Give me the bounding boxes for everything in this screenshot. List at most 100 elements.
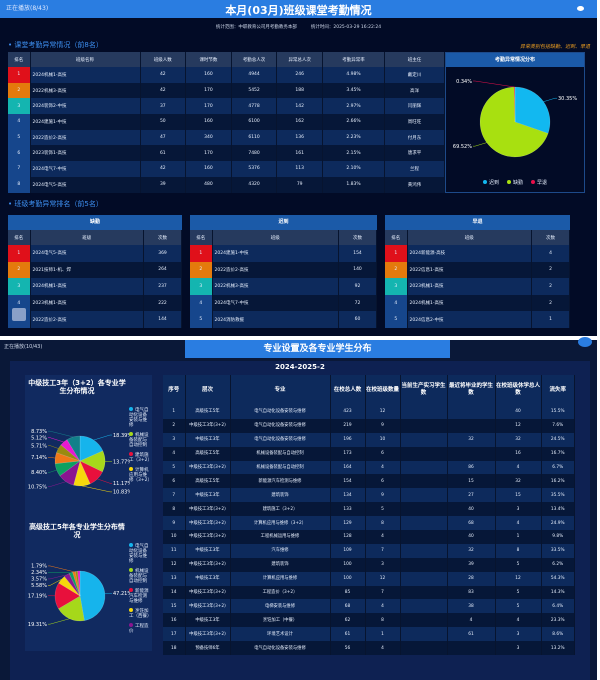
table-cell: 14 [163,585,186,600]
table-row[interactable]: 7 中级技工3年 建筑装饰 134 9 27 15 35.5% [163,488,575,503]
legend-item[interactable]: 缺勤 [506,180,523,186]
legend-label: 新能源汽车检测与维修 [129,589,149,604]
table-row[interactable]: 3 2023机械1-高技 2 [385,278,570,295]
pie-slice[interactable] [75,570,81,597]
column-header: 课时节数 [185,52,232,67]
table-row[interactable]: 2 2022造价2-高技 140 [190,261,377,279]
pie-slice[interactable] [72,571,81,597]
legend-item[interactable]: 建筑施工（3+2） [129,452,152,463]
table-row[interactable]: 1 高级技工5年 电气自动化设备安装与维修 423 12 40 15.5% [163,405,575,419]
table-row[interactable]: 4 2024机械1-高技 2 [385,294,570,312]
table-row[interactable]: 5 2022造价2-高技 47 340 6110 136 2.23% 付月东 [8,129,445,146]
table-cell [447,446,496,461]
table-row[interactable]: 13 中级技工3年 计算机应用与维修 100 12 28 12 54.3% [163,571,575,586]
column-header: 考勤异常率 [322,52,385,67]
pie-slice[interactable] [68,571,81,597]
playing-indicator[interactable]: 正在播放(8/43) [6,5,49,12]
table-row[interactable]: 2 中级技工3年(3+2) 电气自动化设备安装与维修 219 9 12 7.6% [163,418,575,433]
pie-slice[interactable] [77,570,81,597]
table-row[interactable]: 15 中级技工3年(3+2) 电梯安装与维修 68 4 38 5 6.4% [163,599,575,614]
table-row[interactable]: 4 2024建施1-中技 50 160 6100 162 2.66% 周旺旺 [8,114,445,130]
column-header: 班级 [212,230,339,245]
table-cell: 4 [365,530,401,544]
legend-item[interactable]: 电气自动化设备安装与维修 [129,543,151,564]
pie-slice[interactable] [79,570,106,621]
legend-item[interactable]: 早退 [531,180,547,186]
table-row[interactable]: 6 2023装饰1-高技 61 170 7480 161 2.15% 唐求平 [8,145,445,162]
rank-cell: 4 [190,294,213,312]
table-row[interactable]: 3 2024装饰2-中技 37 170 4778 142 2.97% 闫丽辉 [8,98,445,115]
table-row[interactable]: 9 中级技工3年(3+2) 计算机应用与维修（3+2） 129 8 68 4 24.9% [163,516,575,531]
pie-slice[interactable] [79,450,106,473]
pie-slice[interactable] [66,435,81,462]
table-row[interactable]: 7 2024电气7-中技 42 160 5376 113 2.10% 兰程 [8,161,445,177]
table-row[interactable]: 1 2024建施1-中技 154 [190,245,377,262]
table-cell: 高级技工5年 [185,446,231,461]
pie-slice[interactable] [73,460,91,487]
legend-item[interactable]: 计算机应用与维修（3+2） [129,467,152,483]
table-row[interactable]: 10 中级技工3年(3+2) 工程机械运用与维修 128 4 40 1 9.8% [163,530,575,544]
table-row[interactable]: 3 2022机械3-高技 92 [190,278,377,295]
table-row[interactable]: 2 2022信息1-高技 2 [385,261,570,279]
table-row[interactable]: 1 2024新能源-高技 4 [385,245,570,262]
legend-item[interactable]: 迟到 [482,180,499,186]
table-row[interactable]: 4 高级技工5年 机械设备装配与自动控制 173 6 16 16.7% [163,446,575,461]
table-cell: 17 [163,627,186,642]
table-row[interactable]: 16 中级技工3年 烹饪加工（中餐） 62 8 4 4 23.3% [163,613,575,628]
table-row[interactable]: 17 中级技工3年(3+2) 环境艺术设计 61 1 61 3 8.6% [163,627,575,642]
table-row[interactable]: 5 中级技工3年(3+2) 机械设备装配与自动控制 164 4 86 4 6.7% [163,460,575,475]
table-row[interactable]: 3 2024机械1-高技 237 [8,278,182,295]
pie-slice[interactable] [79,435,104,462]
table-row[interactable]: 12 中级技工3年(3+2) 建筑装饰 100 3 39 5 6.2% [163,557,575,572]
menu-dot-icon[interactable] [578,337,592,347]
table-cell [447,405,496,419]
legend-item[interactable]: 电气自动化设备安装与维修 [129,407,151,428]
table-row[interactable]: 11 中级技工3年 汽车维修 109 7 32 8 33.5% [163,543,575,558]
table-cell: 8 [365,613,401,628]
column-header: 流失率 [541,375,575,405]
avatar[interactable] [12,308,26,321]
table-cell: 480 [185,176,232,193]
table-row[interactable]: 8 中级技工3年(3+2) 建筑施工（3+2） 133 5 40 3 13.4% [163,502,575,517]
pie-slice[interactable] [56,444,81,462]
pie-slice[interactable] [54,582,81,609]
table-cell: 工程造价（3+2） [230,585,331,600]
slice-label: 47.21% [113,591,130,597]
pie-slice[interactable] [479,86,549,158]
pie-slice[interactable] [64,573,81,597]
table-row[interactable]: 1 2024机械1-高技 42 160 4944 246 4.98% 戴定川 [8,67,445,83]
table-row[interactable]: 8 2024电气5-高技 39 480 4320 79 1.83% 黄鸿伟 [8,176,445,193]
table-row[interactable]: 5 2024消防救援 60 [190,311,377,328]
table-cell: 79 [276,176,323,193]
table-row[interactable]: 18 预备技师6年 电气自动化设备安装与维修 56 4 3 13.2% [163,641,575,656]
table-row[interactable]: 1 2024电气5-高技 369 [8,245,182,262]
table-row[interactable]: 4 2023机械1-高技 222 [8,294,182,312]
slice-label: 8.40% [31,470,47,476]
pie-slice[interactable] [59,460,81,486]
legend-item[interactable]: 新能源汽车检测与维修 [129,588,151,604]
pie-slice[interactable] [79,460,103,485]
menu-dot-icon[interactable] [577,6,584,11]
column-header: 次数 [338,230,377,245]
table-row[interactable]: 4 2024电气7-中技 72 [190,294,377,312]
table-row[interactable]: 3 中级技工3年 电气自动化设备安装与维修 196 10 32 32 24.5% [163,432,575,447]
table-cell: 8.6% [541,627,575,642]
pie-slice[interactable] [58,595,85,622]
pie-title: 考勤异常情况分布 [446,53,584,67]
table-row[interactable]: 6 高级技工5年 新能源汽车检测与维修 154 6 15 32 16.2% [163,474,575,489]
legend-item[interactable]: 机械设备装配与自动控制 [129,432,151,448]
table-cell: 2.15% [322,145,385,162]
legend-item[interactable]: 机械设备装配与自动控制 [129,568,151,584]
legend-item[interactable]: 烹饪加工（西餐） [129,608,152,619]
table-cell: 建筑装饰 [230,488,331,503]
table-cell: 142 [276,98,323,115]
legend-item[interactable]: 工程造价 [129,623,151,634]
table-row[interactable]: 14 中级技工3年(3+2) 工程造价（3+2） 85 7 83 5 14.3% [163,585,575,600]
pie-slice[interactable] [54,452,81,464]
playing-indicator[interactable]: 正在播放(10/43) [4,344,43,350]
table-row[interactable]: 2 2022机械3-高技 42 170 5452 188 3.45% 高洋 [8,82,445,99]
table-row[interactable]: 2 2021技师1-机、焊 264 [8,261,182,279]
table-row[interactable]: 5 2024信息2-中技 1 [385,311,570,328]
table-cell: 15.5% [541,405,575,419]
